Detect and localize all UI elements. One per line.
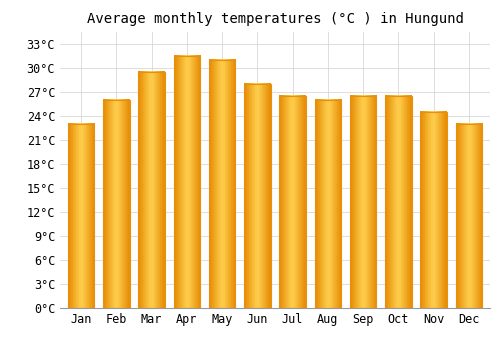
Bar bbox=[174, 56, 200, 308]
Title: Average monthly temperatures (°C ) in Hungund: Average monthly temperatures (°C ) in Hu… bbox=[86, 12, 464, 26]
Bar bbox=[103, 100, 130, 308]
Bar bbox=[456, 124, 482, 308]
Bar bbox=[209, 60, 236, 308]
Bar bbox=[68, 124, 94, 308]
Bar bbox=[350, 96, 376, 308]
Bar bbox=[385, 96, 411, 308]
Bar bbox=[280, 96, 306, 308]
Bar bbox=[314, 100, 341, 308]
Bar bbox=[138, 71, 165, 308]
Bar bbox=[420, 112, 447, 308]
Bar bbox=[244, 84, 270, 308]
